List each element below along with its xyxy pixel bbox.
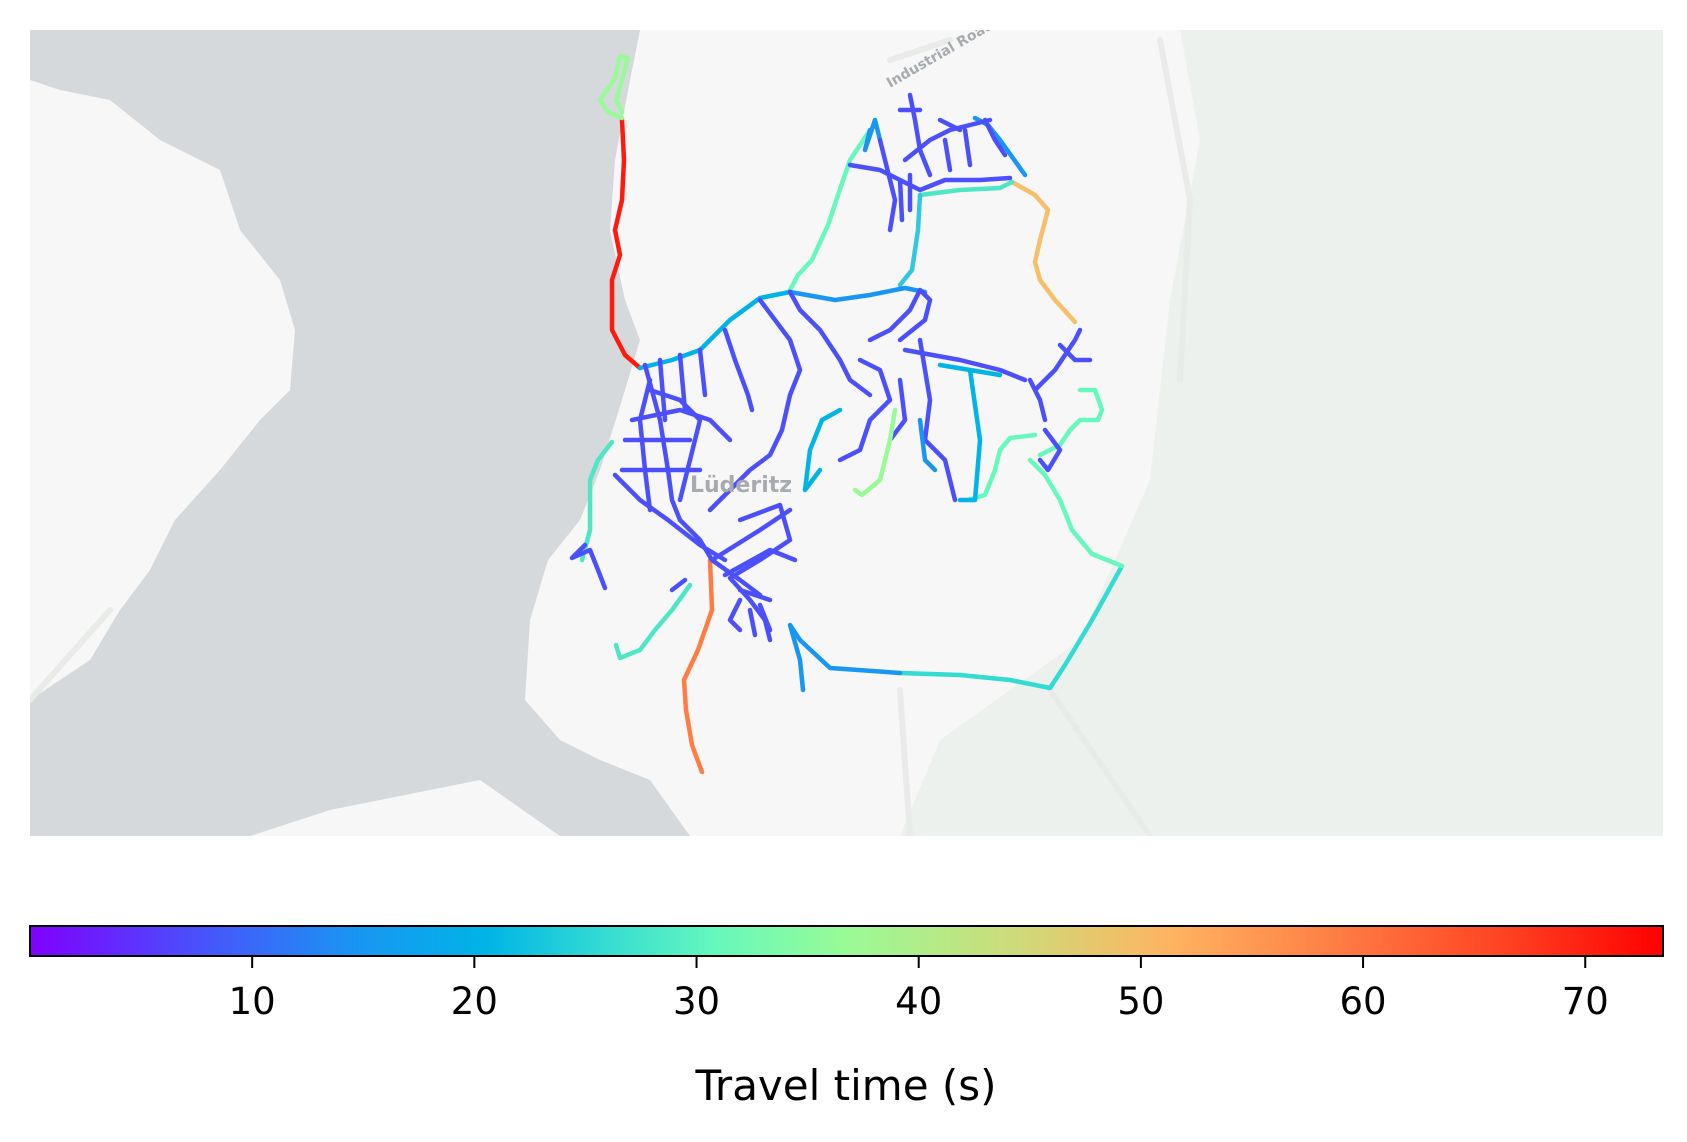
place-label: Lüderitz — [690, 473, 792, 498]
road-segment — [937, 362, 1003, 503]
road-segment — [669, 577, 688, 593]
road-segment — [897, 92, 923, 153]
colorbar-tick-label: 70 — [1562, 980, 1609, 1023]
road-segment — [902, 117, 993, 178]
northeast-grid — [847, 92, 1028, 233]
road-network — [569, 53, 1125, 775]
road-segment — [877, 137, 913, 233]
road-segment — [837, 357, 908, 463]
road-segment — [787, 285, 928, 303]
basemap-road — [1047, 687, 1153, 836]
road-segment — [917, 179, 1015, 198]
road-segment — [902, 337, 1028, 503]
road-segment — [727, 597, 773, 638]
road-segment — [787, 127, 873, 293]
colorbar-tick-label: 40 — [895, 980, 942, 1023]
green-area — [900, 30, 1663, 836]
basemap-road — [1157, 37, 1194, 383]
road-segment — [867, 287, 933, 343]
road-segment — [852, 407, 898, 498]
basemap-road — [887, 37, 953, 63]
road-segment — [1037, 342, 1093, 473]
colorbar-tick-label: 30 — [673, 980, 720, 1023]
colorbar-label: Travel time (s) — [694, 1061, 996, 1110]
colorbar-gradient — [29, 925, 1664, 957]
road-segment — [597, 53, 631, 121]
road-segment — [897, 192, 923, 288]
road-segment — [917, 417, 938, 473]
road-segment — [1027, 327, 1083, 423]
colorbar-tick-label: 60 — [1340, 980, 1387, 1023]
road-segment — [647, 387, 703, 503]
road-segment — [609, 117, 643, 371]
road-segment — [612, 472, 728, 563]
road-segment — [657, 347, 708, 423]
road-segment — [802, 407, 843, 493]
harbour-pier — [620, 170, 710, 350]
road-segment — [613, 582, 693, 661]
road-segment — [847, 162, 1013, 193]
colorbar: 10 20 30 40 50 60 70 Travel time (s) — [29, 925, 1664, 1110]
road-segment — [937, 117, 1008, 158]
road-segment — [1009, 179, 1078, 325]
road-segment — [1037, 387, 1105, 458]
basemap-road — [897, 687, 913, 836]
basemap: Industrial Road — [30, 30, 1663, 836]
road-segment — [681, 557, 715, 775]
road-segment — [722, 327, 755, 413]
road-segment — [637, 289, 793, 371]
road-segment — [569, 542, 608, 591]
road-segment — [862, 117, 883, 153]
colorbar-tick-label: 50 — [1117, 980, 1164, 1023]
road-segment — [579, 439, 615, 563]
colorbar-ticks: 10 20 30 40 50 60 70 — [229, 956, 1609, 1023]
road-segment — [787, 289, 873, 398]
basemap-road — [30, 607, 113, 703]
road-segment — [637, 377, 653, 513]
road-segment — [1027, 457, 1125, 569]
road-segment — [787, 622, 903, 693]
water-body — [30, 30, 690, 836]
road-segment — [707, 297, 803, 513]
road-segment — [897, 563, 1125, 691]
colorbar-tick-label: 10 — [229, 980, 276, 1023]
road-segment — [709, 507, 798, 603]
downtown-grid — [612, 285, 1093, 643]
colorbar-tick-label: 20 — [451, 980, 498, 1023]
